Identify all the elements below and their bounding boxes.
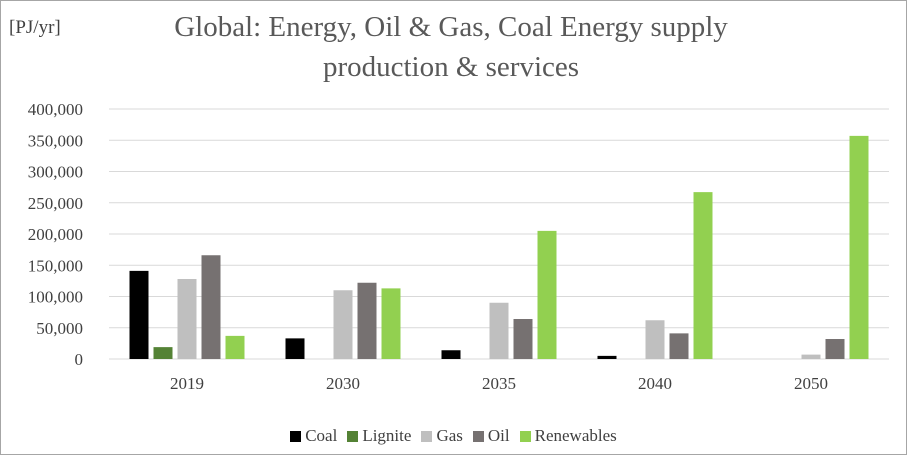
y-tick-label: 0 <box>75 350 84 369</box>
bar-gas-2019 <box>177 279 197 359</box>
bar-renewables-2050 <box>849 135 869 359</box>
bar-oil-2040 <box>669 333 689 359</box>
bar-renewables-2035 <box>537 230 557 359</box>
bar-oil-2050 <box>825 339 845 359</box>
legend-swatch <box>347 430 359 442</box>
y-tick-label: 350,000 <box>28 131 83 150</box>
legend-swatch <box>472 430 484 442</box>
legend-swatch <box>421 430 433 442</box>
plot-area: 0 50,000 100,000 150,000 200,000 250,000 300,0… <box>28 100 889 393</box>
legend-label: Gas <box>436 426 463 445</box>
legend-label: Oil <box>487 426 510 445</box>
legend-swatch <box>290 430 302 442</box>
legend-label: Renewables <box>534 426 617 445</box>
bar-coal-2040 <box>597 355 617 359</box>
bar-lignite-2019 <box>153 347 173 359</box>
legend-label: Coal <box>305 426 338 445</box>
bar-renewables-2040 <box>693 192 713 359</box>
y-tick-label: 300,000 <box>28 163 83 182</box>
bar-oil-2019 <box>201 255 221 359</box>
y-tick-label: 100,000 <box>28 288 83 307</box>
legend-item-coal: Coal <box>290 426 337 446</box>
legend-item-gas: Gas <box>421 426 463 446</box>
x-category-label: 2040 <box>638 374 672 393</box>
x-category-label: 2035 <box>482 374 516 393</box>
bar-gas-2030 <box>333 290 353 359</box>
bar-coal-2035 <box>441 350 461 359</box>
bar-gas-2050 <box>801 354 821 359</box>
x-category-label: 2030 <box>326 374 360 393</box>
bar-coal-2019 <box>129 270 149 359</box>
x-category-label: 2050 <box>794 374 828 393</box>
bar-oil-2030 <box>357 282 377 359</box>
bar-gas-2035 <box>489 302 509 359</box>
y-tick-label: 150,000 <box>28 256 83 275</box>
bar-oil-2035 <box>513 319 533 359</box>
y-tick-label: 200,000 <box>28 225 83 244</box>
chart-title: Global: Energy, Oil & Gas, Coal Energy s… <box>174 11 728 83</box>
bar-renewables-2030 <box>381 288 401 359</box>
legend-swatch <box>519 430 531 442</box>
legend-item-renewables: Renewables <box>519 426 617 446</box>
legend: Coal Lignite Gas Oil Renewables <box>1 426 906 446</box>
legend-label: Lignite <box>362 426 412 445</box>
bar-renewables-2019 <box>225 335 245 359</box>
legend-item-lignite: Lignite <box>347 426 411 446</box>
bar-gas-2040 <box>645 320 665 359</box>
y-tick-label: 400,000 <box>28 100 83 119</box>
y-tick-label: 250,000 <box>28 194 83 213</box>
x-category-label: 2019 <box>170 374 204 393</box>
legend-item-oil: Oil <box>472 426 510 446</box>
bar-coal-2030 <box>285 338 305 359</box>
unit-label: [PJ/yr] <box>9 17 61 38</box>
y-tick-label: 50,000 <box>36 319 83 338</box>
